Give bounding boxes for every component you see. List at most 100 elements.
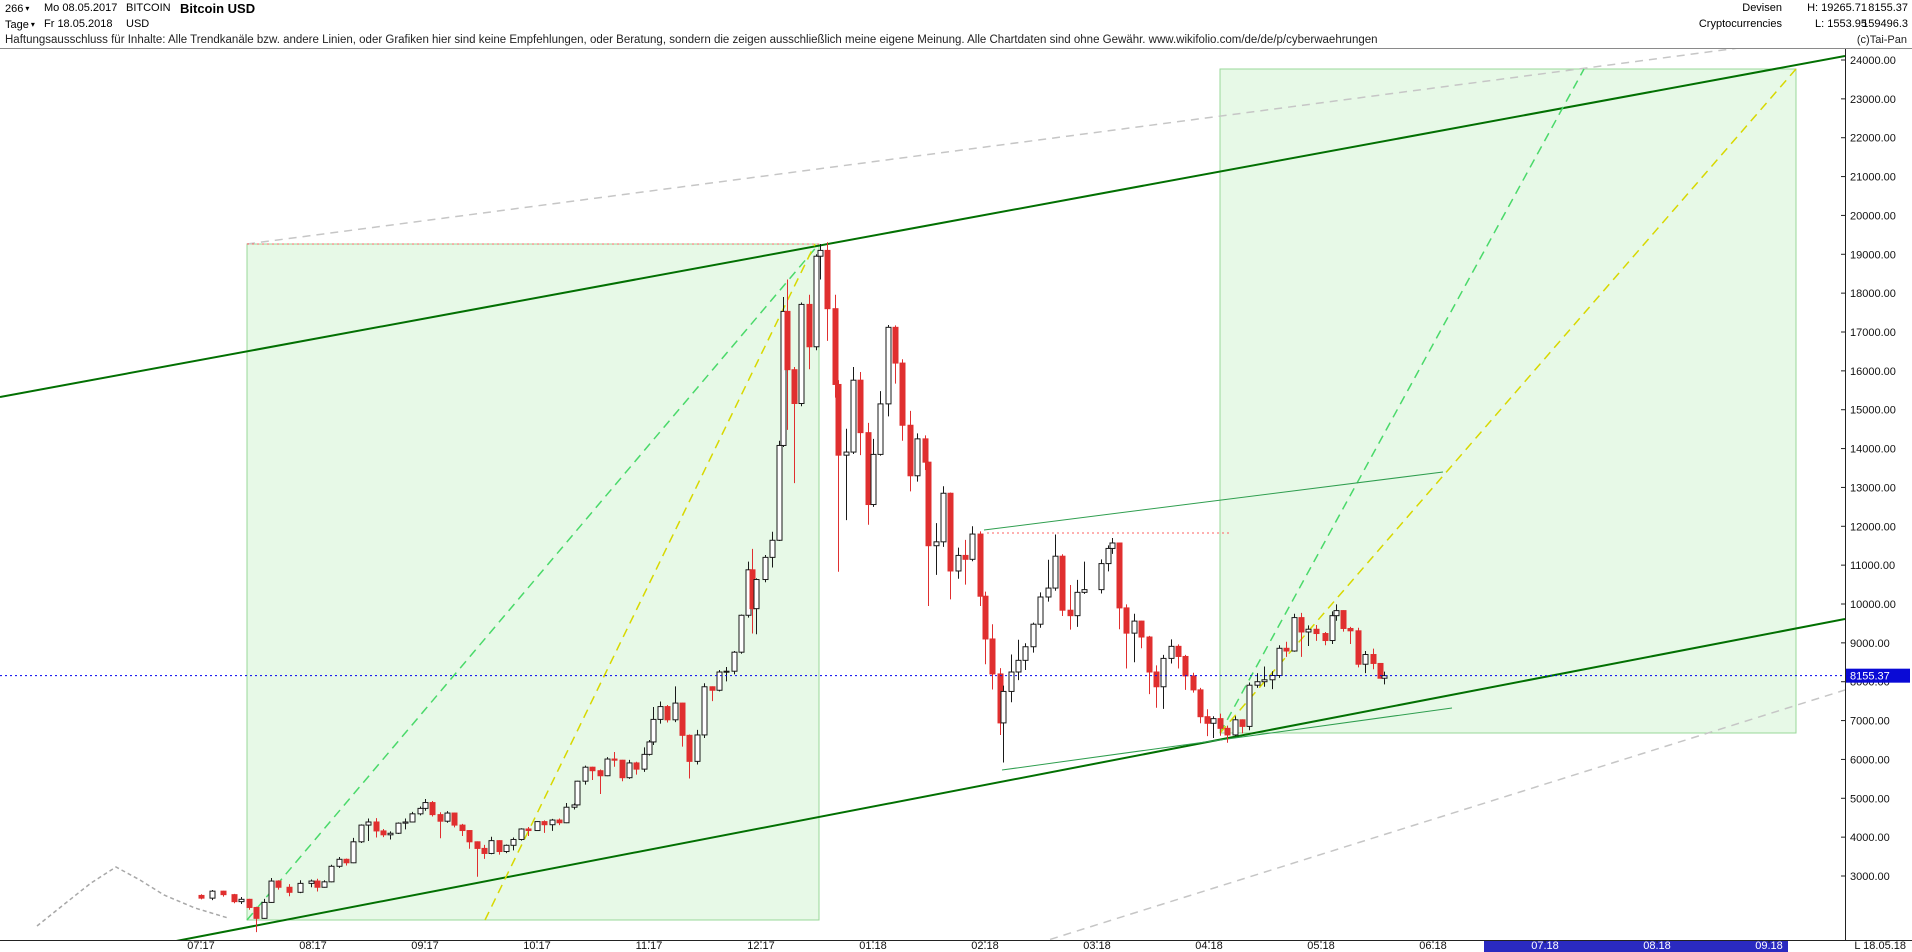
candle: [723, 666, 730, 682]
price-axis-label: 19000.00: [1850, 249, 1896, 261]
candle: [308, 879, 315, 888]
candle: [650, 706, 657, 746]
candle: [1168, 639, 1175, 664]
candle: [686, 734, 693, 779]
candle: [1276, 645, 1283, 678]
bars-count-value: 266: [5, 3, 24, 15]
candle: [1239, 719, 1246, 734]
candle: [672, 686, 679, 723]
candle: [877, 391, 884, 456]
copyright-label: (c)Tai-Pan: [1856, 34, 1907, 46]
candle: [380, 828, 387, 838]
candle: [1322, 631, 1329, 646]
price-axis-label: 12000.00: [1850, 521, 1896, 533]
candle: [261, 898, 268, 919]
candle: [1160, 654, 1167, 709]
candle: [589, 766, 596, 781]
chart-title: Bitcoin USD: [180, 1, 256, 16]
candle: [1291, 613, 1298, 652]
candle: [275, 880, 282, 890]
candle: [417, 806, 424, 816]
candle: [784, 279, 791, 430]
candle: [1030, 622, 1037, 653]
candle: [496, 840, 503, 855]
currency-label: USD: [126, 18, 150, 30]
candle: [1204, 709, 1211, 737]
price-axis[interactable]: 24000.00 23000.00 22000.00 21000.00 20000.00…: [1841, 55, 1896, 883]
candle: [1109, 537, 1116, 554]
candle: [646, 739, 653, 756]
gray-dashed-channel-line[interactable]: [246, 34, 1845, 245]
candle: [451, 812, 458, 828]
candle: [350, 837, 357, 864]
green-dashed-projection-line[interactable]: [246, 243, 820, 921]
candle: [429, 801, 436, 817]
candle: [1074, 579, 1081, 627]
support-trendline[interactable]: [983, 471, 1444, 531]
candle: [1116, 542, 1123, 630]
price-axis-label: 23000.00: [1850, 94, 1896, 106]
header-divider: [0, 48, 1912, 49]
green-dashed-projection-line[interactable]: [1219, 68, 1585, 734]
trend-channel-line[interactable]: [0, 618, 1845, 952]
candle: [914, 433, 921, 482]
candle: [1197, 687, 1204, 724]
candle: [940, 486, 947, 547]
candle: [1329, 611, 1336, 645]
candle: [268, 877, 275, 903]
candle: [1037, 592, 1044, 628]
candle: [328, 864, 335, 883]
candle: [525, 827, 532, 836]
time-axis-label: 12.17: [747, 940, 775, 952]
candle: [619, 759, 626, 782]
candle: [791, 366, 798, 484]
candle: [1175, 644, 1182, 669]
candle: [753, 578, 760, 635]
time-axis-label: 07.17: [187, 940, 215, 952]
candle: [832, 294, 839, 398]
candle: [716, 670, 723, 692]
candle: [556, 818, 563, 826]
last-price-value: 8155.37: [1868, 2, 1908, 14]
price-axis-label: 22000.00: [1850, 133, 1896, 145]
candle: [1269, 671, 1276, 690]
candle: [1381, 671, 1388, 685]
candle: [549, 818, 556, 831]
candle: [336, 856, 343, 868]
candle: [835, 380, 842, 572]
yellow-dashed-projection-line[interactable]: [1219, 68, 1797, 734]
candle: [395, 822, 402, 835]
candle: [1305, 625, 1312, 646]
candle: [1347, 626, 1354, 645]
candle: [373, 818, 380, 838]
candle: [1217, 713, 1224, 736]
gray-dashed-channel-line[interactable]: [1010, 689, 1845, 952]
candle: [1098, 559, 1105, 594]
candle: [563, 802, 570, 824]
time-axis-label: 01.18: [859, 940, 887, 952]
candle: [231, 893, 238, 904]
price-axis-label: 14000.00: [1850, 444, 1896, 456]
time-axis-label: 04.18: [1195, 940, 1223, 952]
time-axis-label: 03.18: [1083, 940, 1111, 952]
candle: [481, 844, 488, 859]
candle: [444, 811, 451, 823]
trend-channel-line[interactable]: [0, 55, 1845, 398]
yellow-dashed-projection-line[interactable]: [484, 243, 816, 921]
timeframe-dropdown[interactable]: Tage ▾: [5, 17, 35, 33]
candle: [1022, 643, 1029, 671]
time-axis[interactable]: 07.17 08.17 09.17 10.17 11.17 12.17 01.18 02.18…: [187, 940, 1906, 952]
candle: [955, 547, 962, 579]
time-axis-label: 07.18: [1531, 940, 1559, 952]
candle: [286, 884, 293, 897]
candle: [402, 818, 409, 830]
time-axis-label: 11.17: [636, 940, 663, 952]
candlestick-series: [198, 242, 1388, 933]
candle: [253, 906, 260, 933]
price-axis-label: 9000.00: [1850, 638, 1890, 650]
candle: [1045, 559, 1052, 602]
candle: [466, 830, 473, 849]
bars-count-dropdown[interactable]: 266 ▾: [5, 1, 29, 17]
category-line2: Cryptocurrencies: [1698, 18, 1782, 30]
